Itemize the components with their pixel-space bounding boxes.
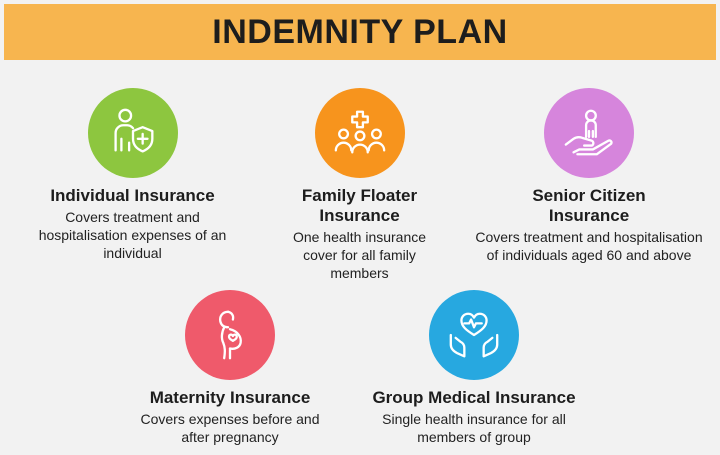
- plan-maternity: Maternity Insurance Covers expenses befo…: [130, 290, 330, 446]
- plan-title: Senior Citizen Insurance: [532, 186, 646, 225]
- hands-holding-heart-icon: [449, 312, 499, 358]
- individual-icon-circle: [87, 88, 178, 178]
- plan-description: One health insurance cover for all famil…: [292, 229, 427, 281]
- plan-family-floater: Family Floater Insurance One health insu…: [262, 88, 457, 282]
- plan-title: Individual Insurance: [50, 186, 215, 205]
- senior-icon-circle: [544, 88, 634, 178]
- plan-description: Single health insurance for all members …: [382, 411, 566, 445]
- maternity-icon-circle: [185, 290, 275, 380]
- plan-title: Group Medical Insurance: [372, 388, 576, 407]
- pregnant-woman-icon: [218, 310, 242, 360]
- plan-description: Covers treatment and hospitalisation of …: [475, 229, 703, 263]
- plan-individual: Individual Insurance Covers treatment an…: [30, 88, 235, 262]
- plan-description: Covers expenses before and after pregnan…: [140, 411, 320, 445]
- plan-title: Maternity Insurance: [149, 388, 311, 407]
- plan-title: Family Floater Insurance: [301, 186, 418, 225]
- family-group-icon: [334, 110, 385, 154]
- family-icon-circle: [314, 88, 405, 178]
- hand-holding-person-icon: [564, 109, 613, 156]
- title-banner: INDEMNITY PLAN: [4, 4, 716, 60]
- page-title: INDEMNITY PLAN: [212, 12, 508, 51]
- group-icon-circle: [429, 290, 519, 380]
- plan-senior-citizen: Senior Citizen Insurance Covers treatmen…: [468, 88, 710, 264]
- plan-description: Covers treatment and hospitalisation exp…: [38, 209, 227, 261]
- person-shield-icon: [113, 108, 153, 153]
- plan-group-medical: Group Medical Insurance Single health in…: [352, 290, 596, 446]
